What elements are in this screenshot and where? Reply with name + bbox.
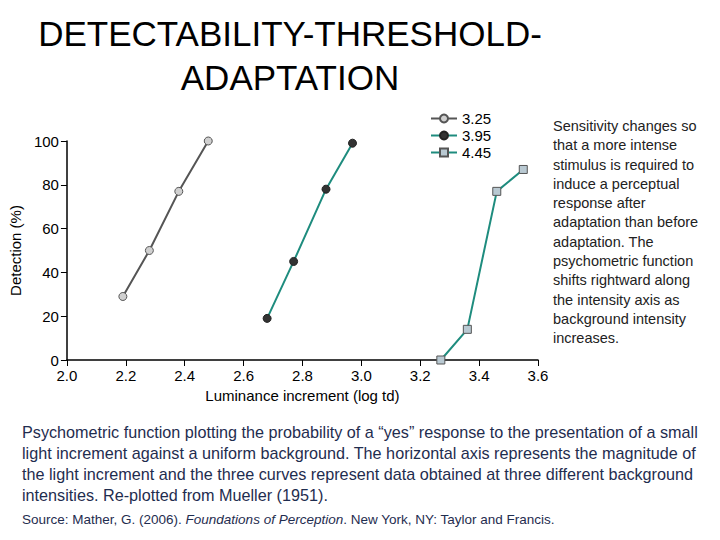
svg-text:4.45: 4.45: [462, 144, 491, 161]
svg-text:2.8: 2.8: [292, 367, 313, 384]
html-text:Sensitivity changes so that a: Sensitivity changes so that a more inten…: [553, 118, 699, 347]
svg-text:3.6: 3.6: [528, 367, 549, 384]
svg-text:3.2: 3.2: [410, 367, 431, 384]
svg-text:100: 100: [34, 133, 59, 150]
svg-text:3.0: 3.0: [351, 367, 372, 384]
svg-text:Detection (%): Detection (%): [7, 205, 24, 296]
svg-text:60: 60: [42, 220, 59, 237]
svg-text:Luminance increment (log td): Luminance increment (log td): [205, 387, 399, 404]
svg-text:2.2: 2.2: [115, 367, 136, 384]
svg-text:3.4: 3.4: [469, 367, 490, 384]
svg-text:2.4: 2.4: [174, 367, 195, 384]
svg-text:80: 80: [42, 176, 59, 193]
html-text:ADAPTATION: ADAPTATION: [180, 58, 400, 97]
svg-text:40: 40: [42, 264, 59, 281]
svg-text:3.95: 3.95: [462, 127, 491, 144]
html-text:Psychometric function plotting: Psychometric function plotting the proba…: [22, 423, 698, 504]
svg-text:2.6: 2.6: [233, 367, 254, 384]
svg-text:2.0: 2.0: [56, 367, 77, 384]
svg-text:20: 20: [42, 308, 59, 325]
svg-text:3.25: 3.25: [462, 110, 491, 127]
html-text:Source: Mather, G. (2006). Fou: Source: Mather, G. (2006). Foundations o…: [22, 512, 555, 527]
html-text:DETECTABILITY-THRESHOLD-: DETECTABILITY-THRESHOLD-: [38, 14, 542, 53]
svg-text:0: 0: [51, 352, 59, 369]
